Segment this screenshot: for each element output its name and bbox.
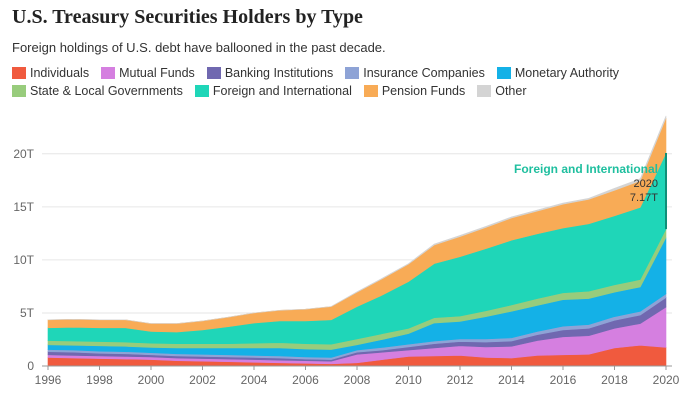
- x-tick-label: 2020: [653, 373, 680, 387]
- legend-label: Other: [495, 84, 527, 98]
- x-tick-label: 2014: [498, 373, 525, 387]
- axes: 0 5T 10T 15T 20T 1996 1998 2000 2002 2004 2006 2008…: [13, 147, 679, 387]
- legend-label: Mutual Funds: [119, 66, 195, 80]
- legend-row-2: State & Local Governments Foreign and In…: [12, 82, 672, 100]
- y-tick-label: 15T: [13, 200, 34, 214]
- legend-swatch: [345, 67, 360, 79]
- legend-swatch: [101, 67, 116, 79]
- legend-label: Foreign and International: [212, 84, 352, 98]
- legend-label: State & Local Governments: [30, 84, 183, 98]
- legend-item-mutual-funds[interactable]: Mutual Funds: [101, 66, 195, 80]
- chart-title: U.S. Treasury Securities Holders by Type: [12, 6, 363, 28]
- legend-swatch: [12, 67, 26, 79]
- legend-row-1: Individuals Mutual Funds Banking Institu…: [12, 64, 672, 82]
- annotation-label: Foreign and International: [514, 162, 658, 176]
- legend-item-state-local-governments[interactable]: State & Local Governments: [12, 84, 183, 98]
- legend-item-foreign-international[interactable]: Foreign and International: [194, 84, 352, 98]
- y-tick-label: 0: [27, 359, 34, 373]
- legend-label: Insurance Companies: [363, 66, 485, 80]
- area-series: [47, 115, 667, 367]
- annotation-value: 7.17T: [630, 192, 658, 204]
- legend-item-pension-funds[interactable]: Pension Funds: [363, 84, 466, 98]
- x-tick-label: 2004: [241, 373, 268, 387]
- legend-item-monetary-authority[interactable]: Monetary Authority: [496, 66, 620, 80]
- y-tick-label: 10T: [13, 253, 34, 267]
- annotation: Foreign and International 2020 7.17T: [514, 153, 667, 230]
- x-tick-label: 2002: [189, 373, 216, 387]
- legend-swatch: [194, 85, 209, 97]
- legend: Individuals Mutual Funds Banking Institu…: [12, 64, 672, 100]
- legend-item-other[interactable]: Other: [477, 84, 527, 98]
- x-tick-label: 2010: [395, 373, 422, 387]
- legend-swatch: [206, 67, 221, 79]
- y-tick-label: 20T: [13, 147, 34, 161]
- x-tick-label: 1996: [35, 373, 62, 387]
- legend-item-insurance-companies[interactable]: Insurance Companies: [345, 66, 485, 80]
- x-tick-label: 2008: [344, 373, 371, 387]
- x-tick-label: 2016: [550, 373, 577, 387]
- chart-subtitle: Foreign holdings of U.S. debt have ballo…: [12, 40, 386, 55]
- area-other[interactable]: [47, 115, 667, 324]
- legend-label: Monetary Authority: [514, 66, 620, 80]
- x-tick-label: 2006: [292, 373, 319, 387]
- legend-item-individuals[interactable]: Individuals: [12, 66, 89, 80]
- x-tick-label: 2018: [601, 373, 628, 387]
- legend-swatch: [12, 85, 26, 97]
- legend-label: Banking Institutions: [224, 66, 334, 80]
- x-tick-label: 2012: [447, 373, 474, 387]
- legend-swatch: [496, 67, 511, 79]
- legend-swatch: [477, 85, 492, 97]
- legend-label: Individuals: [30, 66, 90, 80]
- x-tick-label: 1998: [86, 373, 113, 387]
- legend-item-banking-institutions[interactable]: Banking Institutions: [206, 66, 334, 80]
- annotation-year: 2020: [634, 178, 658, 190]
- x-tick-label: 2000: [138, 373, 165, 387]
- legend-label: Pension Funds: [381, 84, 466, 98]
- y-tick-label: 5T: [20, 306, 35, 320]
- legend-swatch: [363, 85, 378, 97]
